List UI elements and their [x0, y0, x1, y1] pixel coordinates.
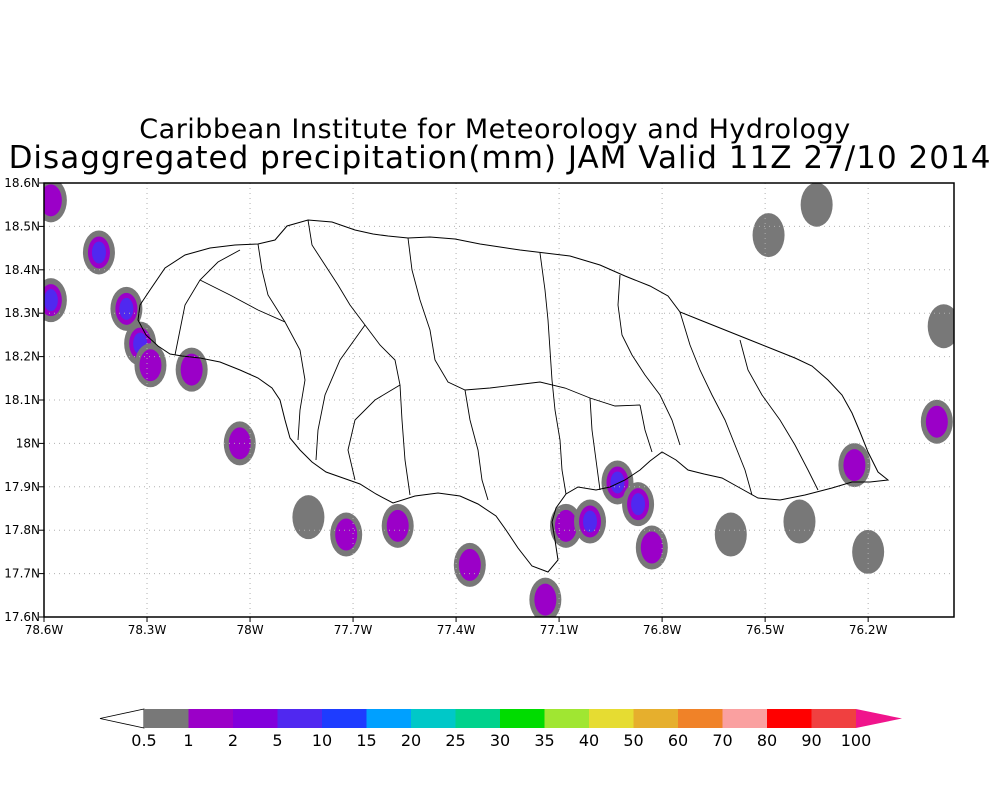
y-tick-label: 18.2N	[4, 350, 40, 364]
precip-cell	[752, 213, 785, 258]
colorbar: 0.5 1 2 5 10 15 20 25 30 35 40 50 60 70 80 90 100	[99, 708, 902, 750]
title-line-2: Disaggregated precipitation(mm) JAM Vali…	[8, 140, 992, 176]
precip-cell	[622, 482, 655, 527]
precip-cell	[110, 286, 143, 331]
precip-cell	[82, 230, 115, 275]
x-tick-label: 76.2W	[849, 623, 888, 637]
precip-cell	[549, 503, 582, 548]
colorbar-label: 20	[401, 731, 421, 750]
colorbar-swatch	[678, 709, 723, 728]
y-tick-label: 18.1N	[4, 393, 40, 407]
y-tick-label: 17.6N	[4, 610, 40, 624]
parish-boundaries	[174, 219, 819, 501]
y-tick-label: 17.7N	[4, 567, 40, 581]
colorbar-label: 50	[623, 731, 643, 750]
colorbar-label: 10	[312, 731, 332, 750]
colorbar-swatch	[633, 709, 678, 728]
colorbar-swatch	[411, 709, 456, 728]
colorbar-label: 35	[534, 731, 554, 750]
y-tick-label: 18.4N	[4, 263, 40, 277]
precip-cell	[714, 512, 747, 557]
x-tick-label: 77.7W	[334, 623, 373, 637]
precipitation-layer	[44, 183, 954, 617]
precip-cell	[529, 577, 562, 617]
colorbar-swatch	[722, 709, 767, 728]
precip-cell	[381, 503, 414, 548]
precip-cell	[927, 304, 954, 349]
precip-cell	[920, 399, 953, 444]
colorbar-label: 0.5	[131, 731, 156, 750]
x-tick-label: 78.6W	[25, 623, 64, 637]
colorbar-swatch	[366, 709, 411, 728]
axis-tick-labels: 78.6W 78.3W 78W 77.7W 77.4W 77.1W 76.8W 76.5W 76…	[4, 176, 887, 637]
jamaica-coastline	[137, 219, 890, 573]
axis-ticks	[39, 182, 869, 622]
x-tick-label: 78W	[236, 623, 263, 637]
colorbar-label: 1	[183, 731, 193, 750]
colorbar-label: 30	[490, 731, 510, 750]
x-tick-label: 77.4W	[437, 623, 476, 637]
precip-cell	[330, 512, 363, 557]
colorbar-label: 15	[356, 731, 376, 750]
colorbar-swatch	[589, 709, 634, 728]
colorbar-low-triangle	[99, 708, 145, 729]
precip-cell	[852, 529, 885, 574]
x-tick-label: 77.1W	[540, 623, 579, 637]
colorbar-swatch	[455, 709, 500, 728]
colorbar-label: 80	[757, 731, 777, 750]
y-tick-label: 18.3N	[4, 306, 40, 320]
colorbar-swatch	[233, 709, 278, 728]
gridlines	[44, 183, 954, 617]
colorbar-swatch	[500, 709, 545, 728]
colorbar-swatch	[322, 709, 367, 728]
colorbar-label: 70	[712, 731, 732, 750]
precip-cell	[134, 343, 167, 388]
y-tick-label: 18.6N	[4, 176, 40, 190]
colorbar-swatch	[144, 709, 189, 728]
colorbar-high-triangle	[856, 709, 902, 728]
x-tick-label: 78.3W	[128, 623, 167, 637]
colorbar-swatch	[767, 709, 812, 728]
title-line-1: Caribbean Institute for Meteorology and …	[139, 114, 851, 145]
y-tick-label: 18.5N	[4, 219, 40, 233]
y-tick-label: 17.9N	[4, 480, 40, 494]
precip-cell	[44, 183, 67, 223]
precip-cell	[783, 499, 816, 544]
colorbar-swatch	[811, 709, 856, 728]
precip-cell	[838, 443, 871, 488]
colorbar-label: 2	[228, 731, 238, 750]
precip-cell	[453, 542, 486, 587]
colorbar-label: 60	[668, 731, 688, 750]
colorbar-label: 25	[445, 731, 465, 750]
precip-cell	[292, 495, 325, 540]
x-tick-label: 76.8W	[643, 623, 682, 637]
precip-cell	[635, 525, 668, 570]
colorbar-label: 40	[579, 731, 599, 750]
x-tick-label: 76.5W	[746, 623, 785, 637]
colorbar-label: 90	[801, 731, 821, 750]
precip-cell	[175, 347, 208, 392]
precip-cell	[574, 499, 606, 544]
y-tick-label: 17.8N	[4, 523, 40, 537]
precip-cell	[44, 278, 67, 323]
colorbar-swatch	[188, 709, 233, 728]
colorbar-label: 5	[272, 731, 282, 750]
colorbar-swatch	[277, 709, 322, 728]
y-tick-label: 18N	[16, 436, 40, 450]
colorbar-label: 100	[841, 731, 872, 750]
precip-cell	[800, 183, 833, 227]
colorbar-swatch	[544, 709, 589, 728]
